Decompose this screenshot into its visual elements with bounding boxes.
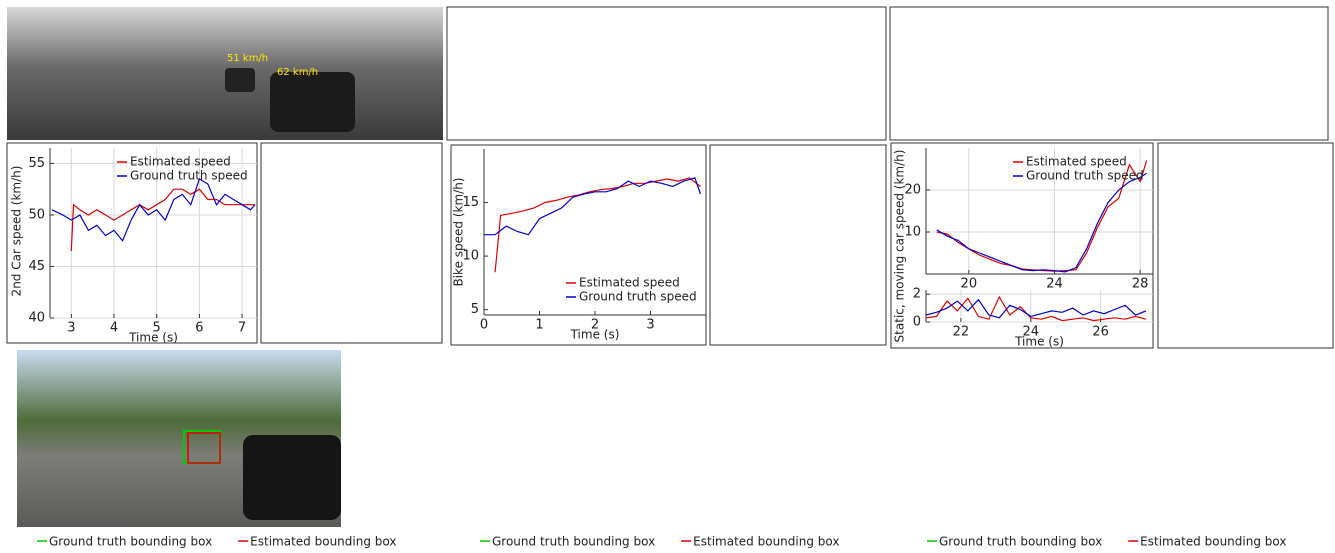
x-axis-label: Time (s) (128, 331, 178, 345)
legend-label: Estimated speed (130, 155, 231, 169)
y-tick-label: 50 (28, 207, 45, 222)
legend-label: Ground truth bounding box (939, 535, 1102, 549)
y-tick-label: 2 (913, 287, 921, 302)
y-tick-label: 5 (471, 302, 479, 317)
x-tick-label: 20 (961, 277, 978, 292)
y-tick-label: 40 (28, 311, 45, 326)
legend-label: Ground truth speed (579, 290, 697, 304)
legend-label: Ground truth bounding box (49, 535, 212, 549)
car (270, 72, 355, 132)
x-tick-label: 6 (195, 321, 203, 336)
empty-panel (447, 7, 886, 140)
speed-annotation: 62 km/h (277, 67, 318, 78)
y-axis-label: 2nd Car speed (km/h) (10, 166, 24, 297)
x-tick-label: 28 (1132, 277, 1149, 292)
y-axis-label: Bike speed (km/h) (452, 177, 466, 286)
legend-label: Ground truth bounding box (492, 535, 655, 549)
x-tick-label: 4 (110, 321, 118, 336)
x-tick-label: 3 (646, 318, 654, 333)
legend-label: Estimated bounding box (693, 535, 839, 549)
empty-panel (710, 145, 886, 345)
y-tick-label: 45 (28, 259, 45, 274)
x-tick-label: 7 (238, 321, 246, 336)
legend-label: Estimated bounding box (1140, 535, 1286, 549)
x-tick-label: 24 (1046, 277, 1063, 292)
speed-annotation: 51 km/h (227, 53, 268, 64)
x-tick-label: 22 (953, 325, 970, 340)
y-tick-label: 0 (913, 315, 921, 330)
car (243, 435, 341, 520)
x-tick-label: 26 (1092, 325, 1109, 340)
empty-panel (261, 143, 442, 343)
y-tick-label: 55 (28, 156, 45, 171)
figure: 51 km/h 62 km/h 4045505534567Time (s)2nd… (0, 0, 1335, 553)
legend-label: Estimated speed (1026, 155, 1127, 169)
empty-panel (890, 7, 1328, 140)
legend-label: Ground truth speed (130, 169, 248, 183)
y-tick-label: 20 (904, 183, 921, 198)
legend-label: Ground truth speed (1026, 169, 1144, 183)
x-tick-label: 3 (67, 321, 75, 336)
legend-label: Estimated bounding box (250, 535, 396, 549)
x-tick-label: 0 (480, 318, 488, 333)
legend-label: Estimated speed (579, 276, 680, 290)
y-tick-label: 10 (904, 225, 921, 240)
y-axis-label: Static, moving car speed (km/h) (893, 150, 907, 343)
x-axis-label: Time (s) (1014, 335, 1064, 349)
empty-panel (1158, 143, 1333, 348)
x-tick-label: 1 (535, 318, 543, 333)
car (225, 68, 255, 92)
x-axis-label: Time (s) (570, 328, 620, 342)
